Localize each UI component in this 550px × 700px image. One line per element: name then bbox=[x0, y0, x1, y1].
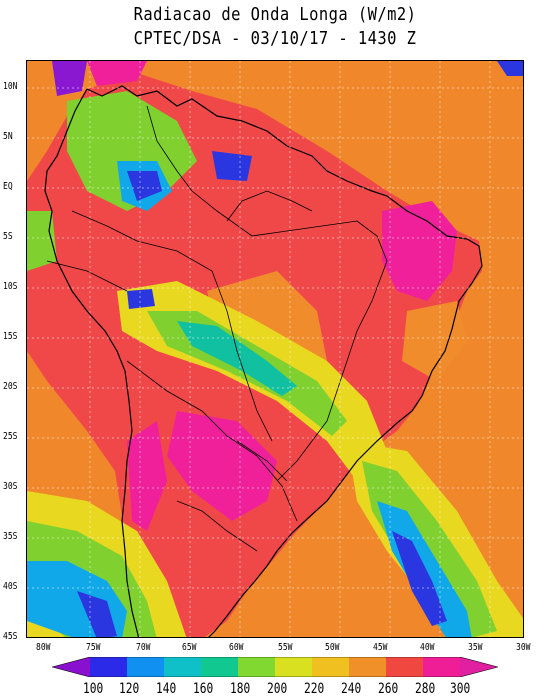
lon-label: 70W bbox=[136, 642, 151, 653]
lat-label: 20S bbox=[3, 381, 18, 392]
convection-caribbean-blue bbox=[497, 61, 523, 76]
colorbar-segment bbox=[238, 657, 275, 677]
lon-label: 80W bbox=[36, 642, 51, 653]
lon-label: 35W bbox=[468, 642, 483, 653]
cloud-band-teal bbox=[177, 321, 297, 396]
colorbar-label: 300 bbox=[450, 681, 471, 697]
colorbar-label: 260 bbox=[378, 681, 399, 697]
lat-label: 40S bbox=[3, 581, 18, 592]
colorbar-label: 220 bbox=[304, 681, 325, 697]
colorbar-label: 120 bbox=[119, 681, 140, 697]
olr-map bbox=[26, 60, 524, 638]
colorbar-segment bbox=[386, 657, 423, 677]
frontal-band-blue bbox=[392, 531, 447, 626]
coastline bbox=[86, 85, 483, 637]
lon-label: 75W bbox=[86, 642, 101, 653]
colorbar-label: 180 bbox=[230, 681, 251, 697]
hot-zone-south bbox=[167, 411, 277, 521]
colorbar-segment bbox=[201, 657, 238, 677]
lon-label: 60W bbox=[229, 642, 244, 653]
colorbar-segment bbox=[164, 657, 201, 677]
lon-label: 55W bbox=[278, 642, 293, 653]
hot-zone-northeast bbox=[382, 201, 457, 301]
lat-label: 35S bbox=[3, 531, 18, 542]
colorbar-label: 200 bbox=[267, 681, 288, 697]
map-subtitle: CPTEC/DSA - 03/10/17 - 1430 Z bbox=[133, 28, 417, 49]
mid-zone-east bbox=[402, 301, 467, 381]
colorbar-label: 280 bbox=[415, 681, 436, 697]
colorbar-segment bbox=[275, 657, 312, 677]
lat-label: 15S bbox=[3, 331, 18, 342]
colorbar-label: 240 bbox=[341, 681, 362, 697]
convection-caribbean-purple bbox=[52, 61, 87, 96]
lat-lon-grid bbox=[27, 61, 523, 637]
colorbar-label: 100 bbox=[83, 681, 104, 697]
colorbar-segment bbox=[312, 657, 349, 677]
colorbar-segment bbox=[423, 657, 460, 677]
hot-zone-andes bbox=[127, 421, 167, 531]
colorbar-left-arrow bbox=[52, 657, 90, 677]
lat-label: 5N bbox=[3, 131, 13, 142]
colorbar-label: 160 bbox=[193, 681, 214, 697]
colorbar-label: 140 bbox=[156, 681, 177, 697]
convection-north-blue bbox=[127, 171, 162, 201]
southwest-band-blue bbox=[77, 591, 117, 637]
lat-label: 25S bbox=[3, 431, 18, 442]
lat-label: 45S bbox=[3, 631, 18, 642]
lat-label: 10S bbox=[3, 281, 18, 292]
colorbar bbox=[52, 657, 498, 677]
olr-field bbox=[27, 61, 523, 637]
coastline-west bbox=[44, 88, 140, 637]
lat-label: 30S bbox=[3, 481, 18, 492]
map-title: Radiacao de Onda Longa (W/m2) bbox=[133, 4, 417, 25]
colorbar-right-arrow bbox=[460, 657, 498, 677]
hot-zone-caribbean bbox=[87, 61, 147, 86]
lon-label: 40W bbox=[420, 642, 435, 653]
lon-label: 50W bbox=[325, 642, 340, 653]
lon-label: 45W bbox=[373, 642, 388, 653]
convection-bolivia-blue bbox=[127, 289, 155, 309]
convection-venezuela-blue bbox=[212, 151, 252, 181]
lon-label: 30W bbox=[516, 642, 531, 653]
lon-label: 65W bbox=[182, 642, 197, 653]
colorbar-segment bbox=[127, 657, 164, 677]
lat-label: 10N bbox=[3, 81, 18, 92]
lat-label: 5S bbox=[3, 231, 13, 242]
lat-label: EQ bbox=[3, 181, 13, 192]
colorbar-segment bbox=[349, 657, 386, 677]
colorbar-segment bbox=[90, 657, 127, 677]
country-borders bbox=[46, 105, 388, 552]
